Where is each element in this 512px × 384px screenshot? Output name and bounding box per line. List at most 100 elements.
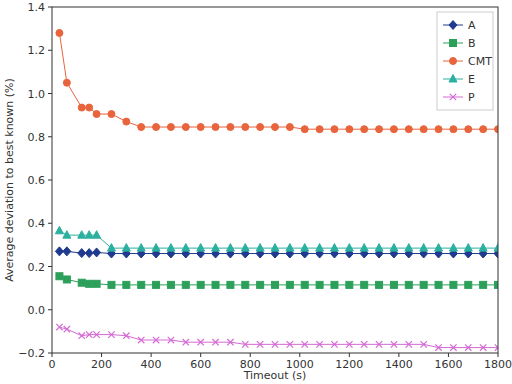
data-point [93, 248, 101, 257]
data-point [391, 341, 397, 347]
data-point [56, 324, 62, 330]
data-point [63, 247, 71, 256]
data-point [301, 281, 308, 288]
data-point [197, 281, 204, 288]
x-tick [52, 353, 53, 357]
data-point [480, 126, 487, 133]
data-point [212, 339, 218, 345]
data-point [153, 337, 159, 343]
legend: ABCMTEP [437, 12, 493, 110]
legend-marker [450, 94, 456, 100]
data-point [63, 231, 71, 239]
data-point [301, 126, 308, 133]
data-point [138, 337, 144, 343]
data-point [138, 124, 145, 131]
data-point [79, 333, 85, 339]
data-point [122, 244, 130, 252]
x-tick-label: 400 [141, 358, 162, 371]
data-point [123, 118, 130, 125]
x-tick-label: 1200 [335, 358, 363, 371]
y-tick [48, 309, 52, 310]
plot-background [52, 7, 498, 353]
data-point [420, 126, 427, 133]
data-point [331, 126, 338, 133]
data-point [435, 244, 443, 252]
x-tick [349, 353, 350, 357]
data-point [86, 331, 92, 337]
data-point [390, 244, 398, 252]
y-tick [48, 180, 52, 181]
data-point [137, 244, 145, 252]
x-tick-label: 1800 [484, 358, 512, 371]
data-point [107, 244, 115, 252]
data-point [435, 281, 442, 288]
data-point [406, 341, 412, 347]
data-point [302, 341, 308, 347]
data-point [153, 281, 160, 288]
data-point [316, 126, 323, 133]
data-point [376, 281, 383, 288]
y-tick-label: 0.4 [28, 217, 46, 230]
data-point [56, 29, 63, 36]
legend-marker [450, 58, 457, 65]
data-point [242, 281, 249, 288]
data-point [167, 124, 174, 131]
data-point [286, 124, 293, 131]
data-point [420, 281, 427, 288]
data-point [420, 244, 428, 252]
legend-label: A [468, 19, 476, 32]
series-line [59, 327, 498, 348]
data-point [152, 244, 160, 252]
y-tick [48, 353, 52, 354]
data-point [167, 281, 174, 288]
y-tick [48, 266, 52, 267]
data-point [346, 341, 352, 347]
y-tick-label: −0.2 [18, 347, 45, 360]
x-tick [498, 353, 499, 357]
legend-label: B [468, 37, 476, 50]
data-point [361, 281, 368, 288]
data-point [420, 341, 426, 347]
data-point [197, 124, 204, 131]
x-tick [151, 353, 152, 357]
data-point [390, 126, 397, 133]
data-point [182, 124, 189, 131]
data-point [197, 244, 205, 252]
x-tick [398, 353, 399, 357]
data-point [64, 326, 70, 332]
data-point [227, 124, 234, 131]
data-point [331, 281, 338, 288]
data-point [257, 124, 264, 131]
legend-label: E [468, 73, 475, 86]
data-point [168, 337, 174, 343]
data-point [286, 244, 294, 252]
data-point [465, 126, 472, 133]
y-tick [48, 223, 52, 224]
data-point [108, 111, 115, 118]
data-point [479, 244, 487, 252]
data-point [153, 124, 160, 131]
data-point [63, 276, 70, 283]
data-point [405, 281, 412, 288]
data-point [257, 341, 263, 347]
data-point [376, 341, 382, 347]
data-point [495, 281, 499, 288]
data-point [480, 344, 486, 350]
y-tick-label: 0.8 [28, 131, 46, 144]
y-tick [48, 50, 52, 51]
data-point [123, 333, 129, 339]
data-point [183, 339, 189, 345]
legend-marker [450, 40, 457, 47]
y-tick-label: 1.0 [28, 88, 46, 101]
data-point [360, 244, 368, 252]
data-point [212, 281, 219, 288]
y-tick-label: 0.2 [28, 261, 46, 274]
data-point [405, 244, 413, 252]
data-point [301, 244, 309, 252]
y-tick-label: 1.2 [28, 44, 46, 57]
data-point [86, 104, 93, 111]
data-point [212, 124, 219, 131]
data-point [465, 344, 471, 350]
data-point [93, 231, 101, 239]
data-point [55, 226, 63, 234]
